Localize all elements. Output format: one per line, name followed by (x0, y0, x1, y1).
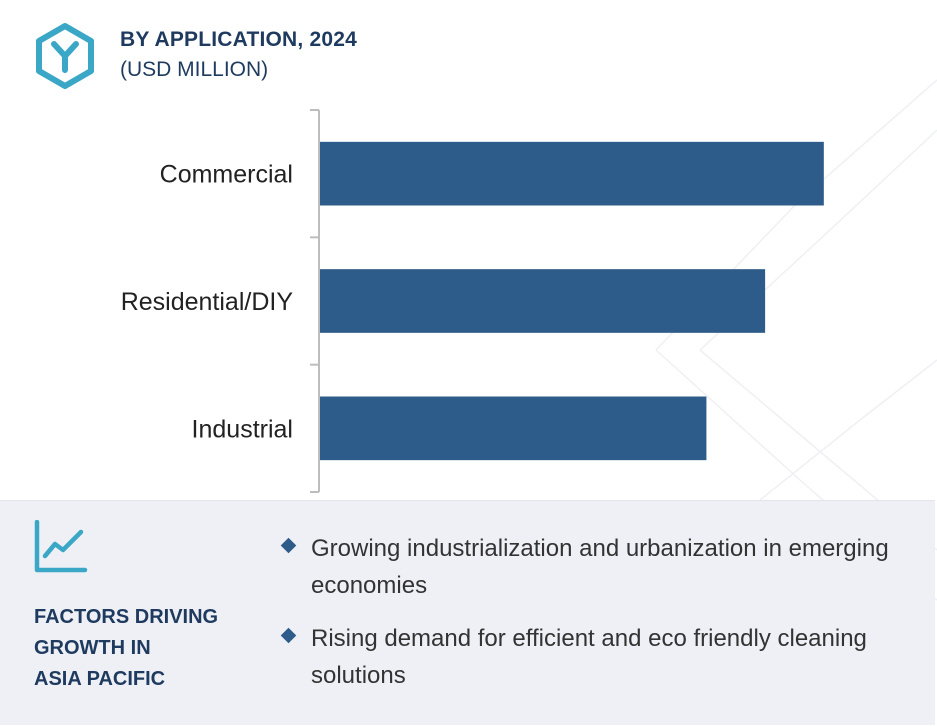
factors-title-line: ASIA PACIFIC (34, 668, 166, 690)
factors-list: Growing industrialization and urbanizati… (280, 530, 920, 710)
diamond-bullet-icon (280, 537, 297, 554)
factor-text: Rising demand for efficient and eco frie… (311, 625, 867, 689)
bar (320, 396, 707, 461)
bar (320, 141, 824, 206)
bar (320, 269, 766, 333)
factors-panel (0, 500, 935, 725)
factors-title-line: FACTORS DRIVING (34, 606, 219, 628)
factors-title: FACTORS DRIVING GROWTH IN ASIA PACIFIC (34, 602, 264, 695)
category-label: Commercial (160, 161, 293, 189)
category-label: Residential/DIY (121, 288, 294, 316)
chart-subtitle: (USD MILLION) (120, 58, 269, 81)
factor-text: Growing industrialization and urbanizati… (311, 535, 889, 599)
y-hexagon-icon (36, 23, 94, 89)
factors-title-line: GROWTH IN (34, 637, 151, 659)
factor-item: Rising demand for efficient and eco frie… (280, 620, 920, 694)
line-chart-icon (34, 520, 88, 573)
diamond-bullet-icon (280, 627, 297, 644)
bar-chart: Commercial Residential/DIY Industrial (121, 109, 824, 493)
category-label: Industrial (192, 415, 293, 443)
factor-item: Growing industrialization and urbanizati… (280, 530, 920, 604)
chart-title: BY APPLICATION, 2024 (120, 28, 358, 51)
